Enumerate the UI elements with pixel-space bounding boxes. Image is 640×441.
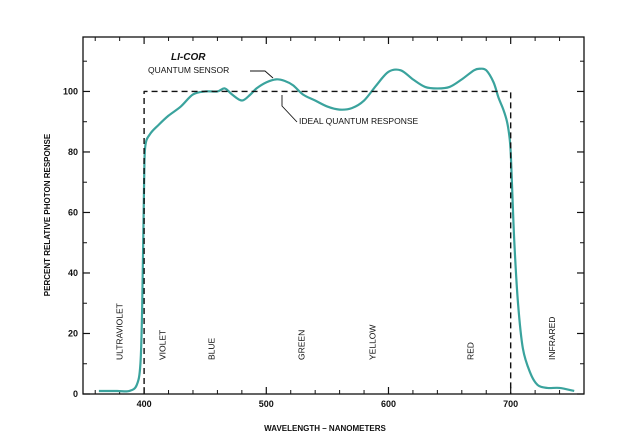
band-label: BLUE [206,337,216,360]
x-tick-label: 600 [381,399,396,409]
series-group [98,67,575,394]
y-axis-title: PERCENT RELATIVE PHOTON RESPONSE [43,133,52,296]
band-label: INFRARED [547,317,557,360]
series-line-ideal-response [143,90,512,394]
x-axis-title: WAVELENGTH – NANOMETERS [264,424,386,433]
y-tick-label: 100 [63,86,78,96]
ideal-label: IDEAL QUANTUM RESPONSE [299,116,419,126]
y-tick-label: 60 [68,207,78,217]
y-tick-label: 0 [73,389,78,399]
y-tick-label: 40 [68,268,78,278]
x-tick-label: 700 [503,399,518,409]
band-label: RED [465,342,475,360]
band-label: YELLOW [368,325,378,360]
tick-marks [83,37,584,395]
band-labels: ULTRAVIOLET VIOLET BLUE GREEN YELLOW RED INFRA… [115,303,558,360]
x-tick-label: 500 [259,399,274,409]
band-label: ULTRAVIOLET [115,303,125,360]
series-line-quantum-sensor [98,67,575,393]
y-tick-label: 80 [68,147,78,157]
sensor-label: QUANTUM SENSOR [148,65,229,75]
y-tick-label: 20 [68,328,78,338]
brand-label: LI-COR [171,52,206,63]
plot-frame [82,36,585,395]
band-label: GREEN [297,330,307,360]
tick-labels: 400 500 600 700 0 20 40 60 80 100 [63,86,518,409]
ideal-leader-line [281,95,298,123]
x-tick-label: 400 [137,399,152,409]
sensor-leader-line [250,70,274,79]
band-label: VIOLET [157,330,167,360]
